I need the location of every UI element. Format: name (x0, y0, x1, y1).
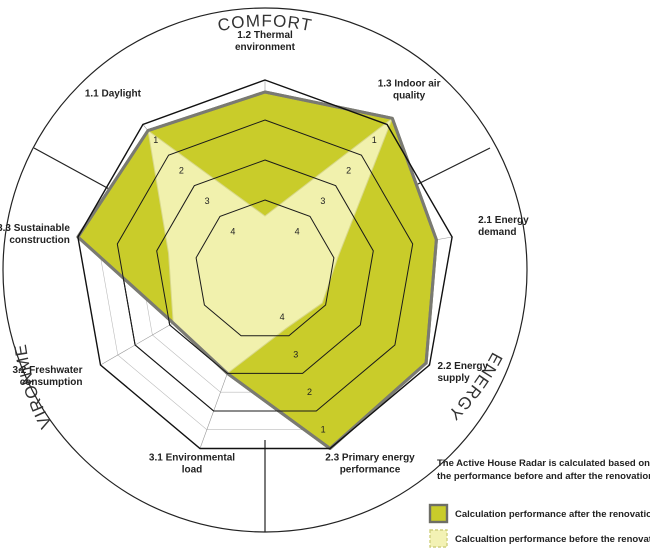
series-layer (76, 90, 438, 450)
axis-labels: 1.2 Thermal environment 1.3 Indoor air qual… (0, 30, 529, 476)
axis-label-line: 1.1 Daylight (85, 89, 142, 100)
axis-label-line: 2.3 Primary energy (325, 453, 415, 464)
axis-label-line: 2.1 Energy (478, 215, 529, 226)
axis-label-line: environment (235, 42, 296, 53)
axis-label-1.2: 1.2 Thermal environment (235, 30, 296, 53)
grid-ring-level-1 (77, 79, 453, 450)
grid-ring-top-level-4 (195, 199, 335, 337)
legend-note-line-2: the performance before and after the ren… (437, 471, 650, 482)
ring-labels: 1 2 3 4 1 2 3 4 1 2 3 4 (153, 135, 377, 435)
ring-label: 1 (372, 135, 377, 145)
group-separator-comfort-energy (409, 147, 491, 189)
axis-label-line: supply (438, 373, 471, 384)
series-polygon-before (147, 116, 394, 375)
ring-label: 4 (295, 227, 300, 237)
ring-label: 4 (230, 227, 235, 237)
axis-label-line: 1.2 Thermal (237, 30, 293, 41)
ring-label: 1 (153, 135, 158, 145)
group-separator-environment-comfort (33, 147, 123, 197)
ring-label: 2 (346, 165, 351, 175)
ring-label: 1 (321, 425, 326, 435)
axis-label-line: performance (340, 465, 401, 476)
axis-label-3.1: 3.1 Environmental load (149, 453, 235, 476)
axis-label-1.1: 1.1 Daylight (85, 89, 142, 100)
ring-label: 3 (205, 196, 210, 206)
axis-label-line: consumption (20, 377, 83, 388)
group-label-comfort: COMFORT (216, 11, 314, 35)
axis-label-2.1: 2.1 Energy demand (478, 215, 529, 238)
axis-label-line: quality (393, 91, 426, 102)
legend-label-after: Calculation performance after the renova… (455, 509, 650, 520)
axis-label-line: demand (478, 227, 516, 238)
ring-label: 4 (280, 312, 285, 322)
axis-label-line: load (182, 465, 203, 476)
legend-swatch-after (428, 503, 449, 524)
axis-label-2.3: 2.3 Primary energy performance (325, 453, 415, 476)
ring-label: 2 (307, 387, 312, 397)
axis-label-2.2: 2.2 Energy supply (438, 361, 489, 384)
axis-label-line: 3.2 Freshwater (12, 365, 82, 376)
legend: The Active House Radar is calculated bas… (428, 458, 650, 548)
grid-ring-top-level-2 (116, 119, 414, 412)
axis-label-1.3: 1.3 Indoor air quality (378, 79, 441, 102)
axis-label-3.2: 3.2 Freshwater consumption (12, 365, 82, 388)
grid-outer (77, 79, 453, 450)
ring-label: 2 (179, 165, 184, 175)
group-label-comfort-text: COMFORT (216, 11, 313, 35)
grid-ring-top-level-3 (156, 159, 374, 374)
legend-label-before: Calcualtion performance before the renov… (455, 534, 650, 545)
axis-label-line: 1.3 Indoor air (378, 79, 441, 90)
axis-label-line: 3.1 Environmental (149, 453, 235, 464)
axis-label-3.3: 3.3 Sustainable construction (0, 223, 70, 246)
axis-label-line: 3.3 Sustainable (0, 223, 70, 234)
legend-swatch-before (429, 529, 448, 548)
legend-note-line-1: The Active House Radar is calculated bas… (437, 458, 650, 469)
axis-label-line: construction (9, 235, 70, 246)
ring-label: 3 (293, 350, 298, 360)
axis-label-line: 2.2 Energy (438, 361, 489, 372)
ring-label: 3 (320, 196, 325, 206)
